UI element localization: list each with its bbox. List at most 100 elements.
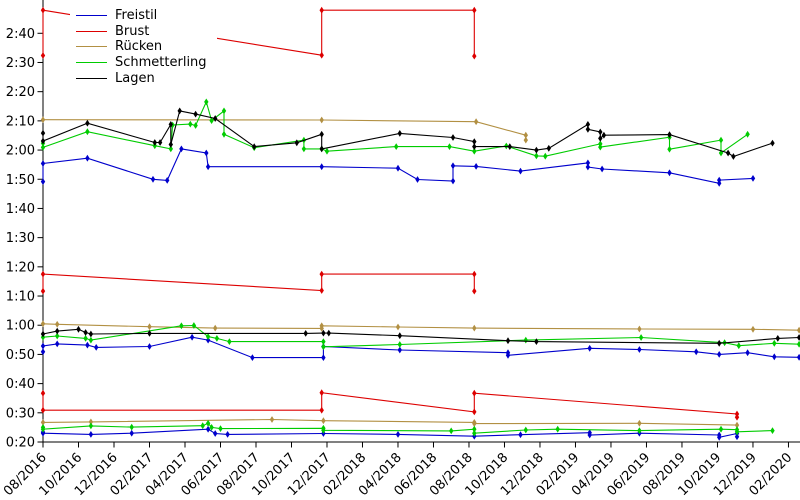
- data-point-marker: [94, 344, 99, 351]
- data-point-marker: [734, 428, 740, 436]
- data-point-marker: [150, 175, 156, 183]
- series-line: [42, 418, 738, 426]
- data-point-marker: [319, 145, 324, 153]
- data-point-marker: [472, 408, 477, 416]
- data-point-marker: [637, 346, 642, 353]
- data-point-marker: [205, 163, 211, 171]
- data-point-marker: [88, 336, 94, 344]
- data-point-marker: [523, 426, 528, 434]
- data-point-marker: [168, 121, 173, 128]
- y-tick-label: 2:30: [6, 56, 35, 71]
- data-point-marker: [221, 130, 227, 138]
- data-point-marker: [40, 6, 46, 14]
- legend: Freistil Brust Rücken Schmetterling Lagen: [70, 5, 217, 89]
- data-point-marker: [473, 163, 479, 170]
- legend-line-swatch-icon: [76, 46, 107, 48]
- data-point-marker: [505, 337, 511, 345]
- data-point-marker: [397, 341, 402, 348]
- data-point-marker: [523, 336, 528, 344]
- data-point-marker: [40, 270, 46, 278]
- legend-label: Brust: [115, 23, 150, 39]
- data-point-marker: [736, 342, 741, 350]
- data-point-marker: [397, 346, 402, 354]
- data-point-marker: [638, 334, 644, 341]
- data-point-marker: [472, 143, 477, 150]
- data-point-marker: [472, 429, 477, 437]
- series-freistil-line-1: [40, 145, 756, 187]
- legend-line-swatch-icon: [76, 15, 107, 17]
- data-point-marker: [152, 139, 157, 146]
- data-point-marker: [189, 333, 195, 341]
- data-point-marker: [473, 118, 479, 126]
- data-point-marker: [326, 329, 331, 337]
- data-point-marker: [472, 138, 477, 145]
- data-point-marker: [85, 128, 90, 136]
- data-point-marker: [772, 353, 777, 361]
- data-point-marker: [394, 143, 399, 150]
- data-point-marker: [200, 422, 205, 430]
- y-tick-label: 2:00: [6, 144, 35, 159]
- y-tick-label: 2:10: [6, 114, 35, 129]
- data-point-marker: [168, 141, 173, 148]
- data-point-marker: [505, 351, 511, 359]
- data-point-marker: [319, 322, 324, 330]
- y-tick-label: 2:40: [6, 27, 35, 42]
- data-point-marker: [796, 326, 800, 334]
- series-brust-line-2: [40, 270, 477, 295]
- y-tick-label: 1:10: [6, 290, 35, 305]
- data-point-marker: [450, 134, 456, 141]
- data-point-marker: [472, 147, 477, 155]
- series-line: [42, 422, 773, 434]
- data-point-marker: [770, 139, 775, 147]
- data-point-marker: [534, 338, 539, 345]
- data-point-marker: [55, 327, 60, 335]
- data-point-marker: [55, 320, 60, 328]
- series-line: [42, 110, 773, 158]
- data-point-marker: [598, 135, 603, 142]
- data-point-marker: [193, 110, 198, 118]
- data-point-marker: [204, 149, 209, 157]
- data-point-marker: [667, 131, 672, 138]
- data-point-marker: [147, 323, 152, 331]
- data-point-marker: [40, 320, 46, 328]
- data-point-marker: [472, 425, 477, 433]
- data-point-marker: [205, 333, 211, 340]
- data-point-marker: [667, 169, 672, 177]
- data-point-marker: [168, 145, 173, 153]
- data-point-marker: [745, 349, 750, 357]
- series-lagen-line-1: [40, 107, 775, 160]
- data-point-marker: [301, 145, 307, 153]
- data-point-marker: [205, 425, 211, 433]
- data-point-marker: [165, 177, 170, 184]
- data-point-marker: [213, 430, 218, 437]
- data-point-marker: [734, 433, 740, 441]
- data-point-marker: [83, 335, 88, 342]
- data-point-marker: [40, 389, 46, 397]
- series-line: [42, 328, 800, 344]
- data-point-marker: [319, 116, 324, 124]
- data-point-marker: [667, 145, 672, 153]
- data-point-marker: [718, 149, 724, 157]
- legend-line-swatch-icon: [76, 62, 107, 64]
- legend-line-swatch-icon: [76, 77, 107, 79]
- data-point-marker: [472, 270, 477, 278]
- data-point-marker: [40, 137, 46, 145]
- series-line: [42, 148, 754, 184]
- data-point-marker: [218, 425, 223, 432]
- series-brust-line-1: [40, 6, 477, 60]
- series-line: [42, 392, 738, 418]
- data-point-marker: [718, 425, 724, 433]
- data-point-marker: [585, 159, 591, 167]
- data-point-marker: [55, 340, 60, 348]
- data-point-marker: [598, 128, 603, 136]
- data-point-marker: [585, 121, 591, 128]
- data-point-marker: [40, 129, 46, 137]
- y-tick-label: 1:30: [6, 231, 35, 246]
- data-point-marker: [587, 344, 592, 352]
- legend-label: Lagen: [115, 70, 155, 86]
- data-point-marker: [85, 119, 90, 127]
- data-point-marker: [214, 335, 220, 342]
- data-point-marker: [321, 354, 326, 361]
